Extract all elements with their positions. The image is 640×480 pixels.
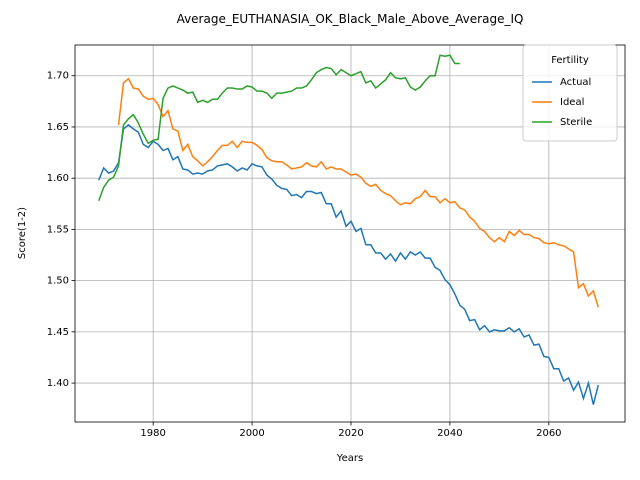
y-tick-label: 1.50: [47, 276, 69, 287]
legend: Fertility Actual Ideal Sterile: [522, 44, 618, 142]
data-line: [117, 77, 600, 308]
legend-box: [522, 44, 618, 142]
x-tick-label: 2000: [239, 428, 264, 439]
x-tick-label: 2040: [437, 428, 462, 439]
legend-label: Ideal: [560, 97, 584, 108]
x-tick-label: 1980: [140, 428, 165, 439]
legend-title: Fertility: [551, 55, 589, 66]
y-tick-label: 1.40: [47, 378, 69, 389]
plot-frame: [74, 44, 626, 423]
y-tick-label: 1.60: [47, 173, 69, 184]
legend-label: Actual: [560, 77, 591, 88]
y-tick-label: 1.55: [47, 224, 69, 235]
y-axis-label: Score(1-2): [17, 207, 28, 259]
x-tick-label: 2020: [338, 428, 363, 439]
y-tick-label: 1.70: [47, 71, 69, 82]
x-tick-label: 2060: [536, 428, 561, 439]
y-tick-label: 1.65: [47, 122, 69, 133]
data-line: [98, 123, 600, 405]
y-tick-label: 1.45: [47, 327, 69, 338]
chart-title: Average_EUTHANASIA_OK_Black_Male_Above_A…: [177, 12, 524, 26]
x-axis-label: Years: [336, 453, 363, 464]
data-line: [98, 54, 460, 201]
legend-label: Sterile: [560, 117, 592, 128]
